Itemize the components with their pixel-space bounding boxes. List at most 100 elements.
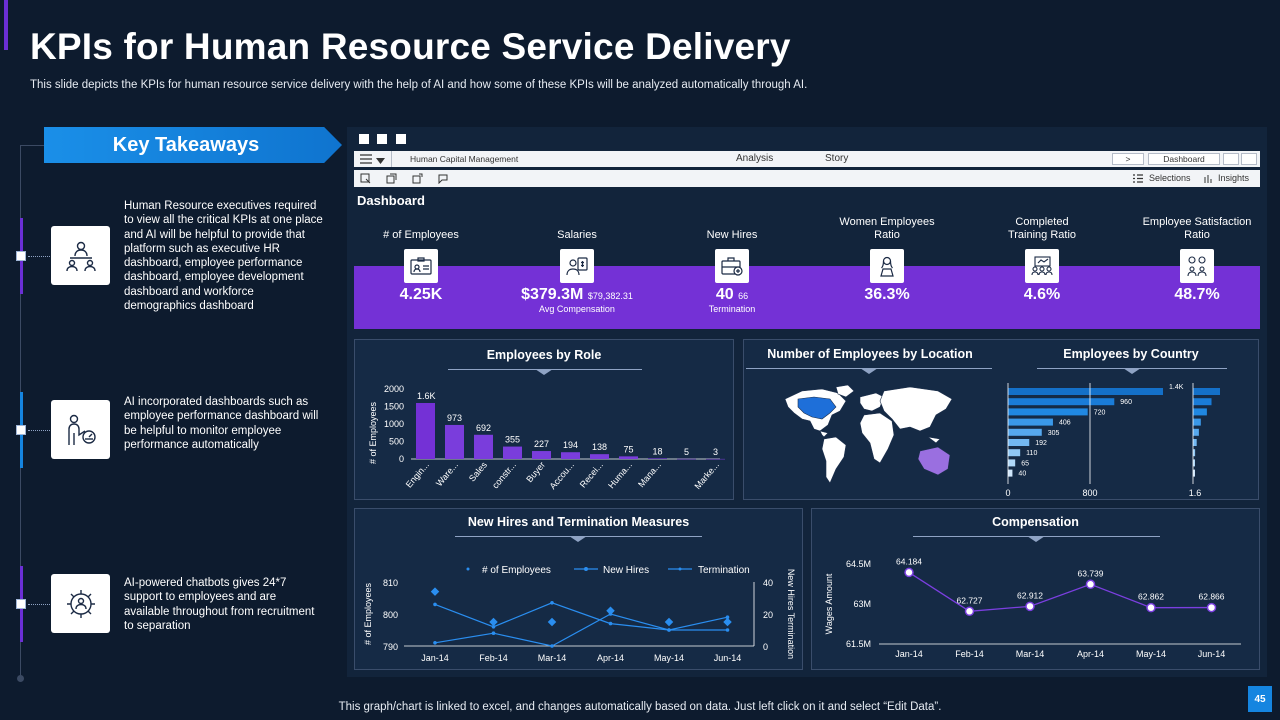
bar[interactable] (1008, 428, 1042, 436)
accent-bar (4, 0, 8, 50)
data-point[interactable] (664, 617, 674, 627)
timeline-end-dot (17, 675, 24, 682)
extra-button[interactable] (1223, 153, 1239, 165)
bar[interactable] (445, 424, 464, 459)
bar[interactable] (1008, 469, 1013, 477)
chevron-down-icon[interactable] (376, 156, 385, 166)
bar[interactable] (706, 458, 725, 460)
bar[interactable] (561, 452, 580, 459)
bar[interactable] (1008, 439, 1030, 446)
tab-analysis[interactable]: Analysis (736, 153, 774, 164)
bar[interactable] (1193, 408, 1207, 416)
bar[interactable] (1193, 418, 1201, 426)
kpi-band (354, 266, 1260, 329)
map-africa (859, 412, 895, 464)
clear-selections-icon[interactable] (438, 173, 449, 186)
kpi-training-ratio: Completed Training Ratio 4.6% (972, 216, 1112, 304)
next-button[interactable]: > (1112, 153, 1144, 165)
bar[interactable] (590, 454, 609, 459)
y-tick-label: 810 (383, 578, 398, 588)
x-tick-label: Jan-14 (421, 653, 449, 663)
kpi-value: 4.25K (399, 286, 443, 303)
bar[interactable] (1193, 398, 1212, 406)
map-australia-highlight (917, 446, 951, 476)
bar[interactable] (619, 456, 638, 459)
takeaway-text: AI incorporated dashboards such as emplo… (124, 396, 319, 451)
insights-icon[interactable] (1204, 173, 1215, 186)
data-point[interactable] (667, 628, 671, 632)
data-point[interactable] (964, 606, 975, 617)
bar-value-label: 75 (623, 444, 633, 454)
selections-button[interactable]: Selections (1149, 173, 1191, 183)
data-point[interactable] (904, 567, 914, 578)
bar[interactable] (416, 403, 435, 459)
data-point[interactable] (550, 601, 554, 605)
bar[interactable] (648, 458, 667, 459)
bar[interactable] (1193, 439, 1197, 446)
bar[interactable] (1193, 449, 1196, 457)
page-title: KPIs for Human Resource Service Delivery (30, 26, 791, 67)
kpi-value-extra: $79,382.31 (587, 291, 633, 301)
hamburger-menu-icon[interactable] (359, 154, 373, 164)
data-point[interactable] (491, 631, 496, 635)
step-back-icon[interactable] (386, 173, 397, 186)
x-tick-label: Jun-14 (1198, 649, 1226, 659)
bar[interactable] (1193, 469, 1195, 477)
step-forward-icon[interactable] (412, 173, 423, 186)
takeaway-connector (28, 256, 50, 257)
data-point[interactable] (433, 641, 437, 645)
data-point[interactable] (725, 628, 730, 632)
bar[interactable] (1008, 408, 1088, 416)
x-tick-label: 800 (1082, 488, 1097, 498)
y-axis-label: # of Employees (368, 401, 378, 464)
data-point[interactable] (723, 617, 732, 627)
tab-story[interactable]: Story (825, 153, 849, 164)
x-tick-label: constr... (490, 460, 518, 491)
kpi-value-main: $379.3M (521, 286, 584, 303)
id-card-icon (404, 249, 438, 283)
data-point[interactable] (608, 621, 613, 626)
panel-title: Employees by Role (486, 348, 602, 362)
extra-button[interactable] (1241, 153, 1257, 165)
bar[interactable] (1008, 398, 1115, 406)
data-point[interactable] (430, 587, 440, 596)
bar[interactable] (532, 451, 551, 459)
x-tick-label: Accou... (547, 460, 576, 491)
data-point[interactable] (491, 625, 496, 629)
dashboard-button[interactable]: Dashboard (1148, 153, 1220, 165)
data-point[interactable] (1146, 602, 1156, 613)
bar[interactable] (1008, 418, 1053, 426)
data-point[interactable] (1025, 601, 1035, 612)
data-point[interactable] (1085, 579, 1096, 590)
takeaway-node (16, 425, 26, 435)
map-indonesia (927, 436, 941, 444)
map-asia (879, 386, 953, 432)
bar[interactable] (1008, 459, 1016, 467)
data-point[interactable] (1206, 602, 1217, 613)
bar[interactable] (1193, 428, 1199, 436)
bar[interactable] (677, 458, 696, 460)
footer-note: This graph/chart is linked to excel, and… (338, 701, 942, 713)
map-greenland (835, 385, 855, 398)
kpi-title: Salaries (557, 229, 597, 241)
selections-icon[interactable] (1132, 173, 1143, 186)
insights-button[interactable]: Insights (1218, 173, 1250, 183)
x-tick-label: Buyer (524, 460, 547, 484)
bar[interactable] (474, 434, 493, 459)
data-point[interactable] (725, 615, 730, 619)
bar[interactable] (1008, 449, 1021, 457)
bar[interactable] (1008, 388, 1163, 395)
bar[interactable] (1193, 459, 1195, 467)
x-tick-label: Apr-14 (1077, 649, 1104, 659)
data-point[interactable] (547, 617, 557, 627)
data-point[interactable] (433, 602, 437, 607)
bar[interactable] (1193, 388, 1220, 395)
select-tool-icon[interactable] (360, 173, 371, 186)
y-axis-label: # of Employees (363, 582, 373, 645)
data-point[interactable] (550, 644, 554, 648)
bar[interactable] (503, 446, 522, 459)
data-label: 62.862 (1138, 592, 1164, 602)
data-point[interactable] (608, 612, 613, 616)
legend-marker (466, 567, 470, 571)
kpi-subtitle: Avg Compensation (539, 304, 615, 314)
